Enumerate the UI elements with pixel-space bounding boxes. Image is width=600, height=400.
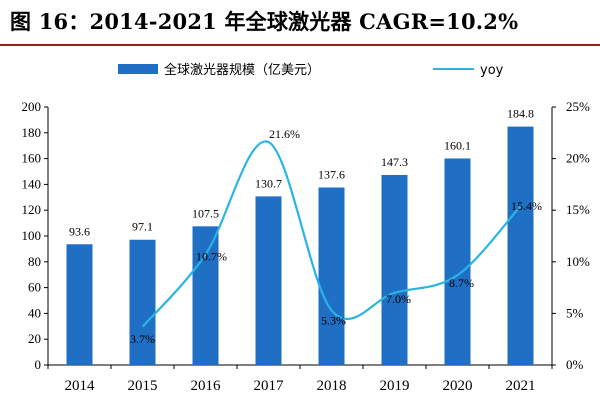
legend-bar-label: 全球激光器规模（亿美元）	[164, 62, 320, 78]
bar-value-label: 160.1	[444, 138, 471, 152]
bar	[255, 196, 282, 365]
bar-value-label: 147.3	[381, 155, 408, 169]
x-tick-label: 2018	[317, 378, 347, 394]
x-tick-label: 2017	[254, 378, 285, 394]
y-right-tick-label: 5%	[566, 305, 584, 320]
legend: 全球激光器规模（亿美元） yoy	[118, 62, 504, 78]
y-left-tick-label: 180	[22, 125, 42, 140]
y-left-tick-label: 100	[22, 228, 42, 243]
yoy-value-label: 7.0%	[386, 292, 411, 306]
bar	[129, 239, 156, 365]
x-tick-label: 2016	[191, 378, 222, 394]
y-left-tick-label: 80	[28, 254, 41, 269]
yoy-value-label: 15.4%	[511, 199, 542, 213]
x-tick-label: 2021	[506, 378, 536, 394]
bar	[381, 174, 408, 365]
bar	[318, 187, 345, 365]
bar	[66, 244, 93, 365]
bar-value-label: 137.6	[318, 167, 345, 181]
bar	[507, 126, 534, 365]
data-labels: 93.6 97.1 107.5 130.7 137.6 147.3 160.1 184.8 3.…	[69, 107, 542, 346]
title-rule	[0, 44, 600, 46]
x-tick-label: 2014	[65, 378, 96, 394]
y-left-tick-label: 200	[22, 99, 42, 114]
y-left-tick-label: 40	[28, 305, 41, 320]
bars	[66, 126, 534, 365]
bar-value-label: 184.8	[507, 107, 534, 121]
bar-value-label: 93.6	[69, 224, 90, 238]
yoy-value-label: 5.3%	[321, 313, 346, 327]
bar-value-label: 130.7	[255, 176, 282, 190]
bar-value-label: 97.1	[132, 220, 153, 234]
yoy-value-label: 10.7%	[196, 250, 227, 264]
bar-value-label: 107.5	[192, 206, 219, 220]
bar	[192, 226, 219, 365]
y-left-tick-label: 120	[22, 202, 42, 217]
x-tick-label: 2019	[380, 378, 410, 394]
axes: 0 20 40 60 80 100 120 140 160 180 200 0% 5% 10% 15% 20%…	[22, 99, 591, 394]
y-left-tick-label: 140	[22, 176, 42, 191]
y-right-tick-label: 10%	[566, 254, 590, 269]
yoy-value-label: 8.7%	[449, 276, 474, 290]
legend-bar-swatch	[118, 64, 158, 74]
y-right-tick-label: 20%	[566, 151, 590, 166]
x-tick-label: 2020	[443, 378, 473, 394]
y-left-tick-label: 60	[28, 280, 41, 295]
yoy-value-label: 3.7%	[130, 332, 155, 346]
x-tick-label: 2015	[128, 378, 158, 394]
y-right-tick-label: 25%	[566, 99, 590, 114]
y-right-tick-label: 0%	[566, 357, 584, 372]
bar	[444, 158, 471, 365]
legend-line-label: yoy	[480, 63, 504, 78]
y-left-tick-label: 20	[28, 331, 41, 346]
figure-title: 图 16：2014-2021 年全球激光器 CAGR=10.2%	[10, 9, 519, 34]
y-left-tick-label: 160	[22, 151, 42, 166]
y-right-tick-label: 15%	[566, 202, 590, 217]
yoy-line	[141, 140, 522, 328]
yoy-value-label: 21.6%	[269, 127, 300, 141]
y-left-tick-label: 0	[35, 357, 42, 372]
